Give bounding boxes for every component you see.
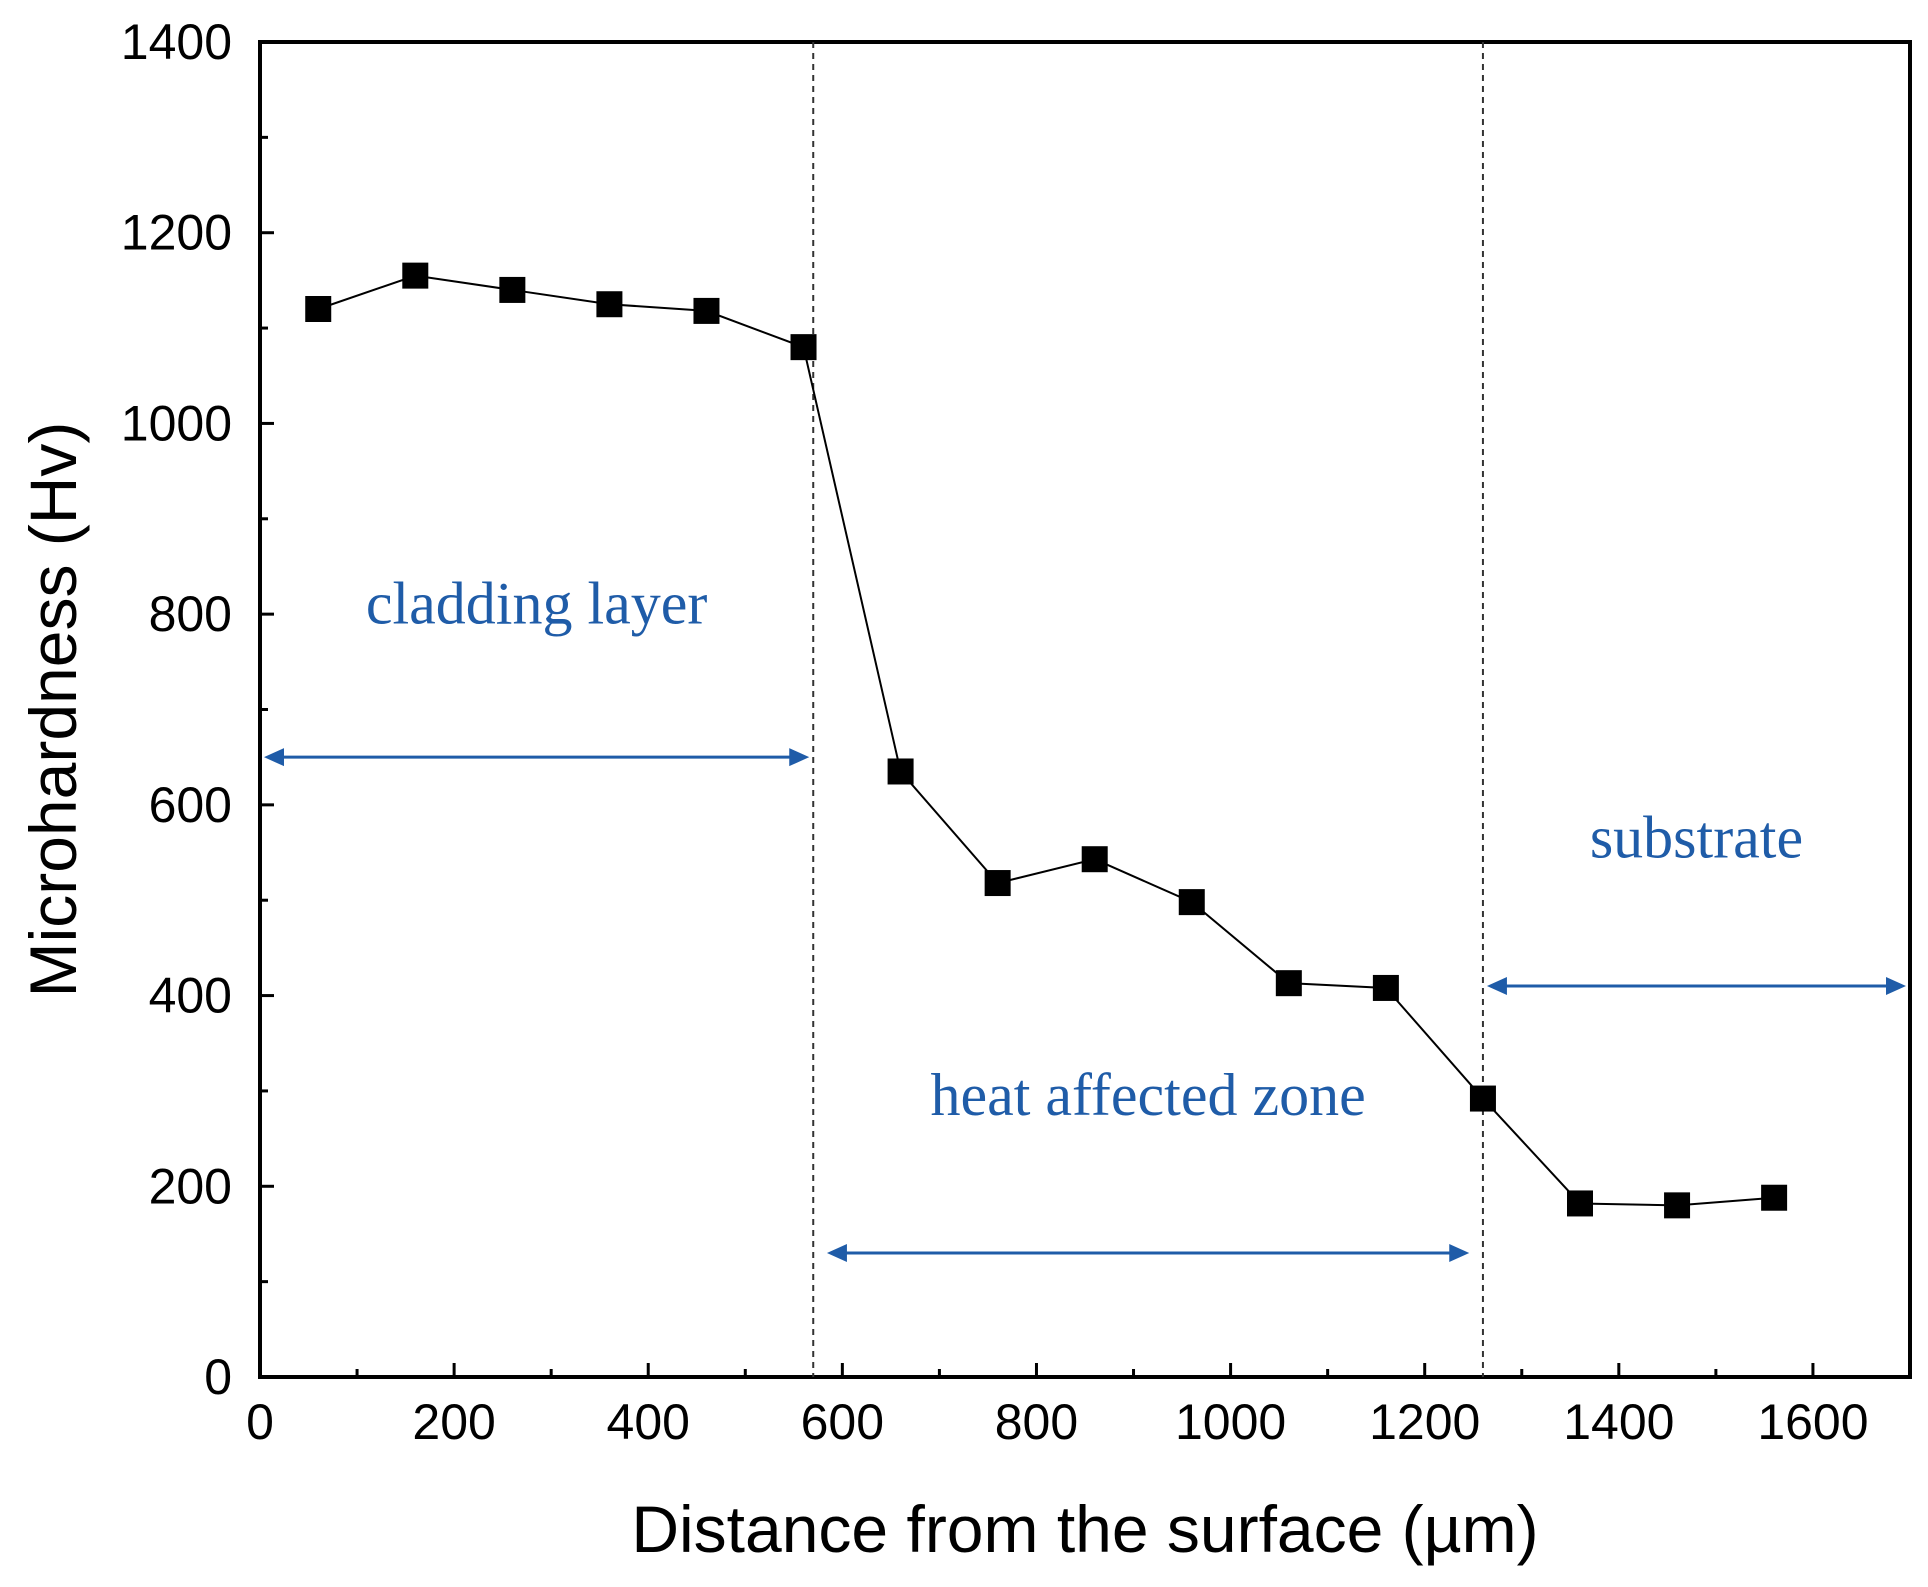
data-point xyxy=(1178,889,1205,916)
data-point xyxy=(1761,1184,1788,1211)
series-line xyxy=(317,274,1775,1207)
data-point xyxy=(1469,1085,1496,1112)
region-arrow-right-head xyxy=(1449,1244,1470,1263)
x-tick-label: 1600 xyxy=(1757,1394,1868,1450)
y-tick-label: 1200 xyxy=(121,205,232,261)
y-tick-label: 200 xyxy=(149,1158,232,1214)
y-tick-label: 600 xyxy=(149,777,232,833)
data-point xyxy=(1567,1190,1593,1217)
data-point xyxy=(402,262,429,289)
x-tick-label: 600 xyxy=(801,1394,884,1450)
y-tick-label: 0 xyxy=(204,1349,232,1405)
x-tick-label: 1200 xyxy=(1369,1394,1480,1450)
data-point xyxy=(984,870,1011,897)
x-tick-label: 200 xyxy=(412,1394,495,1450)
data-point xyxy=(499,276,526,303)
region-arrow-left-head xyxy=(1486,977,1507,996)
region-arrow-left-head xyxy=(826,1244,847,1263)
data-point xyxy=(1275,970,1302,997)
region-label: cladding layer xyxy=(366,571,708,637)
data-point xyxy=(693,297,720,324)
region-label: substrate xyxy=(1590,804,1803,870)
x-tick-label: 400 xyxy=(607,1394,690,1450)
x-tick-label: 0 xyxy=(246,1394,274,1450)
plot-frame xyxy=(258,40,1912,1379)
y-tick-label: 1000 xyxy=(121,395,232,451)
region-arrow-right-head xyxy=(789,748,810,767)
y-axis-title: Microhardness (Hv) xyxy=(16,422,90,998)
x-tick-label: 1400 xyxy=(1563,1394,1674,1450)
x-axis-title: Distance from the surface (µm) xyxy=(631,1492,1538,1566)
region-arrow-left-head xyxy=(264,748,284,767)
x-tick-label: 1000 xyxy=(1175,1394,1286,1450)
y-tick-label: 800 xyxy=(149,586,232,642)
data-point xyxy=(305,296,332,322)
region-label: heat affected zone xyxy=(930,1062,1365,1128)
data-point xyxy=(1664,1192,1691,1219)
y-tick-label: 400 xyxy=(149,968,232,1024)
y-tick-label: 1400 xyxy=(121,14,232,70)
x-tick-label: 800 xyxy=(995,1394,1078,1450)
region-arrow-right-head xyxy=(1886,977,1906,996)
data-point xyxy=(1081,846,1108,873)
data-point xyxy=(596,291,623,318)
data-point xyxy=(1372,974,1399,1001)
data-point xyxy=(790,334,817,361)
data-point xyxy=(887,758,914,785)
